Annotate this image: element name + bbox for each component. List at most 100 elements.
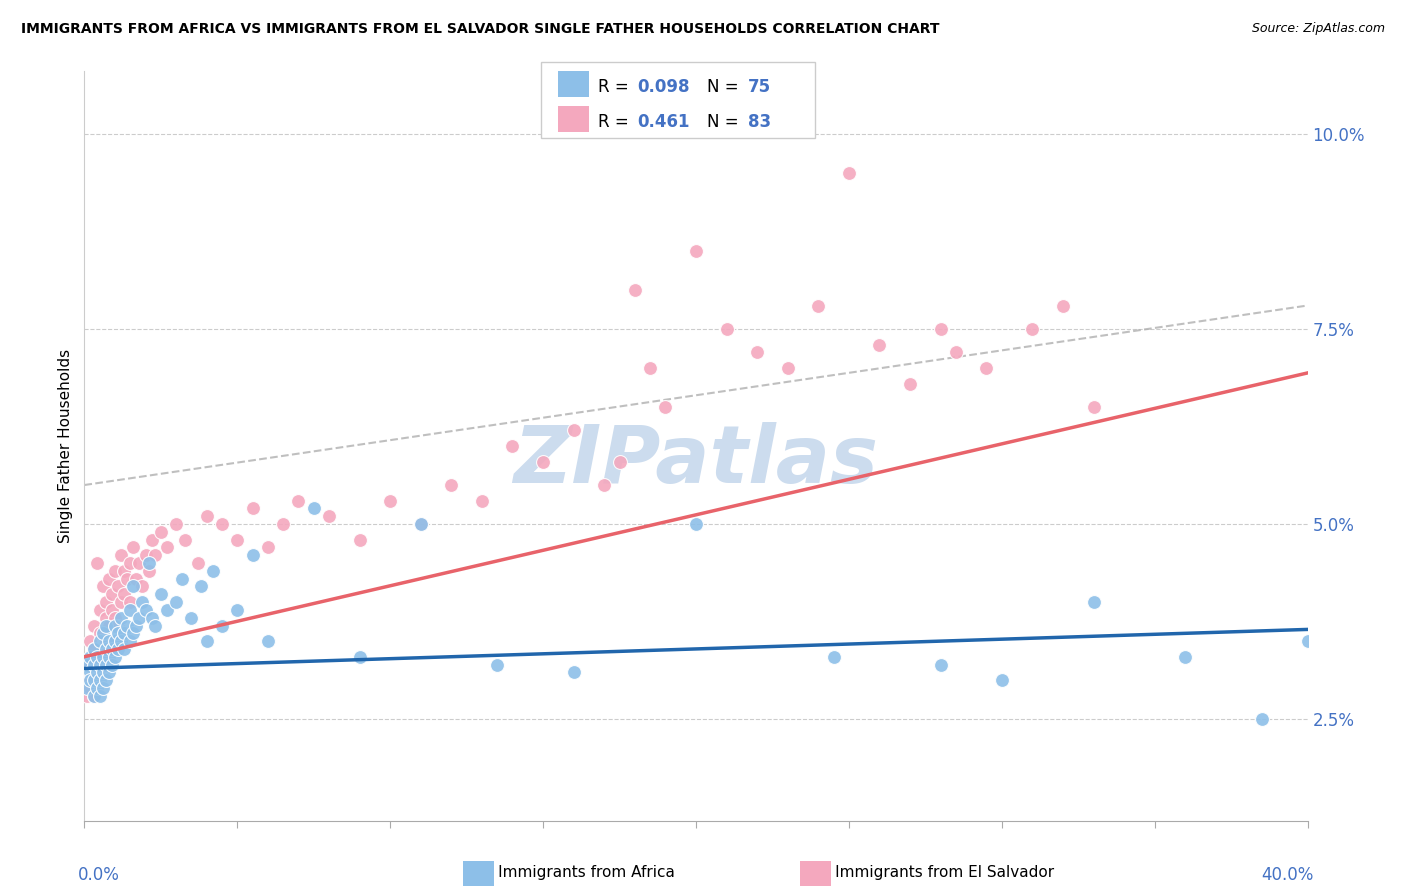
Point	[94, 618, 117, 632]
Point	[110, 634, 132, 648]
Point	[271, 517, 294, 532]
Text: 83: 83	[748, 112, 770, 130]
Text: 0.098: 0.098	[637, 78, 689, 95]
Point	[79, 634, 101, 648]
Point	[685, 517, 707, 532]
Point	[440, 478, 463, 492]
Point	[747, 345, 769, 359]
Point	[91, 649, 114, 664]
Point	[174, 533, 197, 547]
Point	[125, 618, 148, 632]
Point	[654, 400, 676, 414]
Point	[807, 298, 830, 313]
Point	[115, 572, 138, 586]
Point	[685, 244, 707, 258]
Point	[104, 564, 127, 578]
Point	[380, 493, 402, 508]
Point	[89, 657, 111, 672]
Point	[349, 649, 371, 664]
Point	[91, 681, 114, 695]
Point	[287, 493, 309, 508]
Point	[112, 642, 135, 657]
Point	[242, 501, 264, 516]
Text: 0.0%: 0.0%	[79, 865, 120, 884]
Point	[156, 541, 179, 555]
Point	[128, 611, 150, 625]
Point	[97, 649, 120, 664]
Point	[89, 673, 111, 688]
Point	[89, 626, 111, 640]
Point	[94, 611, 117, 625]
Point	[138, 556, 160, 570]
Point	[107, 642, 129, 657]
Point	[91, 665, 114, 680]
Point	[125, 572, 148, 586]
Point	[86, 649, 108, 664]
Point	[107, 580, 129, 594]
Text: N =: N =	[707, 112, 744, 130]
Point	[112, 626, 135, 640]
Text: R =: R =	[598, 78, 634, 95]
Point	[486, 657, 509, 672]
Point	[86, 649, 108, 664]
Point	[409, 517, 432, 532]
Point	[94, 642, 117, 657]
Point	[976, 361, 998, 376]
Point	[257, 541, 280, 555]
Point	[115, 618, 138, 632]
Point	[89, 634, 111, 648]
Point	[143, 618, 166, 632]
Text: Immigrants from Africa: Immigrants from Africa	[464, 865, 675, 880]
Point	[83, 642, 105, 657]
Point	[120, 603, 142, 617]
Point	[195, 634, 218, 648]
Point	[86, 681, 108, 695]
Point	[409, 517, 432, 532]
Text: 75: 75	[748, 78, 770, 95]
Point	[190, 580, 212, 594]
Point	[97, 618, 120, 632]
Point	[91, 580, 114, 594]
Point	[1021, 322, 1043, 336]
Point	[104, 618, 127, 632]
Point	[97, 634, 120, 648]
Point	[869, 337, 891, 351]
Point	[638, 361, 661, 376]
Point	[823, 649, 845, 664]
Point	[1296, 634, 1319, 648]
Point	[89, 657, 111, 672]
Point	[83, 642, 105, 657]
Point	[110, 548, 132, 563]
Point	[83, 689, 105, 703]
Point	[104, 649, 127, 664]
Point	[79, 673, 101, 688]
Text: N =: N =	[707, 78, 744, 95]
Point	[211, 618, 233, 632]
Point	[257, 634, 280, 648]
Point	[1250, 712, 1272, 726]
Point	[898, 376, 921, 391]
Point	[94, 634, 117, 648]
Point	[76, 673, 98, 688]
Point	[991, 673, 1014, 688]
Point	[131, 595, 153, 609]
Point	[122, 626, 145, 640]
Point	[101, 603, 124, 617]
Point	[76, 657, 98, 672]
Point	[1083, 595, 1105, 609]
Point	[91, 626, 114, 640]
Point	[1083, 400, 1105, 414]
Point	[138, 564, 160, 578]
Point	[349, 533, 371, 547]
Text: ZIPatlas: ZIPatlas	[513, 422, 879, 500]
Point	[318, 509, 340, 524]
Point	[76, 681, 98, 695]
Point	[165, 517, 187, 532]
Point	[165, 595, 187, 609]
Point	[83, 618, 105, 632]
Point	[141, 533, 163, 547]
Point	[180, 611, 202, 625]
Point	[135, 548, 157, 563]
Point	[201, 564, 224, 578]
Point	[471, 493, 494, 508]
